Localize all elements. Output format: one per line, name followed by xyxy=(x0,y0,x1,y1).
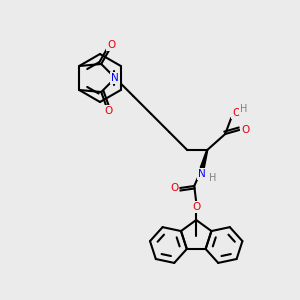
Text: O: O xyxy=(192,202,200,212)
Text: H: H xyxy=(239,104,247,114)
Text: O: O xyxy=(241,125,249,135)
Text: H: H xyxy=(208,173,216,183)
Text: O: O xyxy=(232,108,240,118)
Text: O: O xyxy=(170,183,178,193)
Polygon shape xyxy=(200,150,208,169)
Text: N: N xyxy=(198,169,206,179)
Text: N: N xyxy=(111,73,119,83)
Text: O: O xyxy=(107,40,115,50)
Text: O: O xyxy=(104,106,112,116)
